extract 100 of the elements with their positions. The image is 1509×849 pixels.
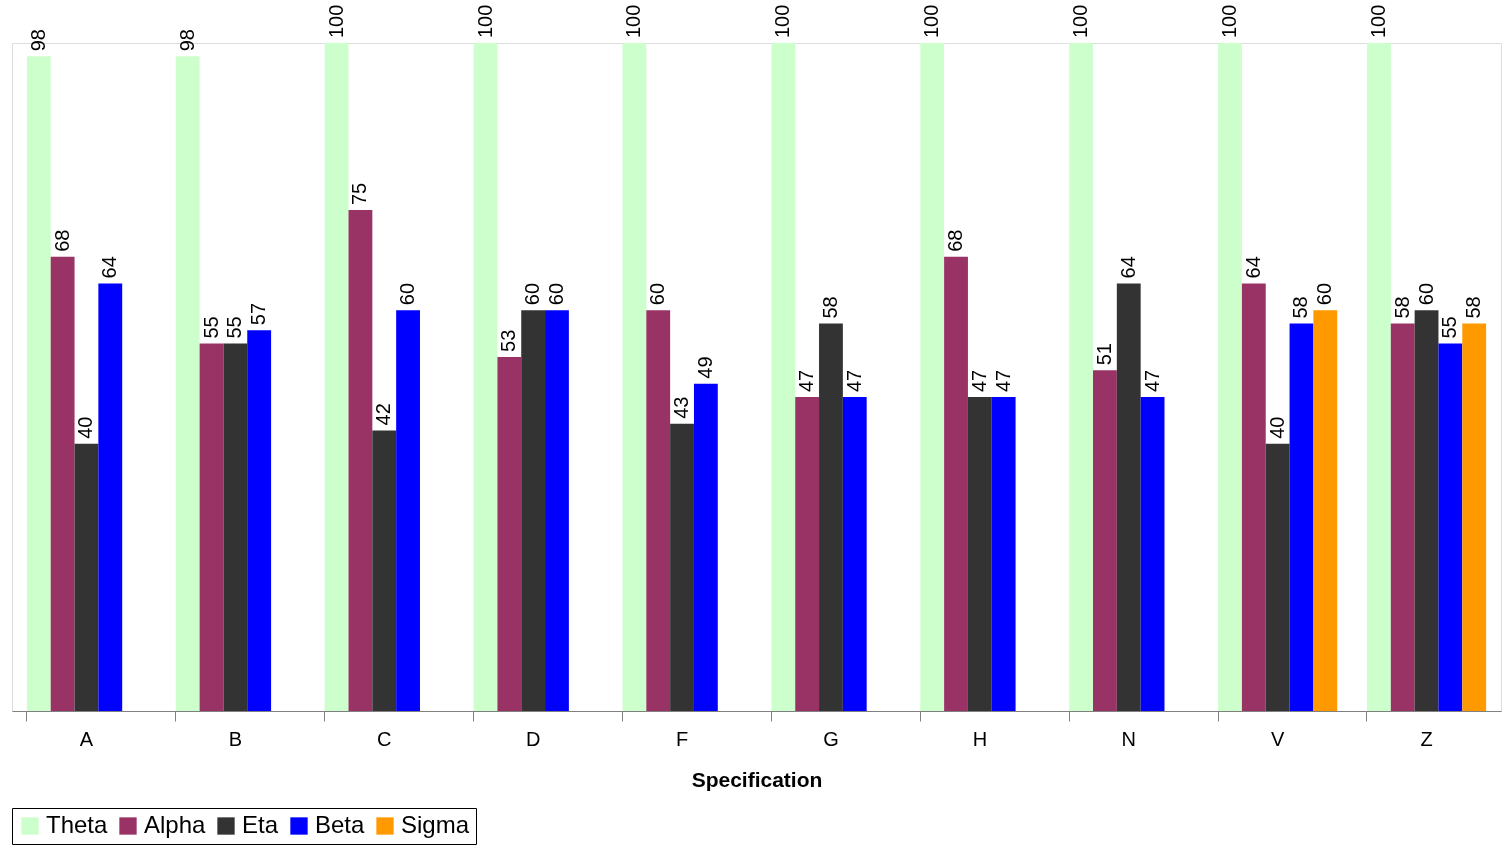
data-label: 53 <box>497 329 520 352</box>
bar <box>26 56 51 711</box>
data-label: 75 <box>348 182 371 205</box>
data-label: 68 <box>50 229 73 252</box>
bar <box>324 43 349 711</box>
data-label: 49 <box>693 356 716 379</box>
data-label: 100 <box>920 4 943 38</box>
bar <box>348 210 373 711</box>
bar <box>1366 43 1391 711</box>
bar <box>521 310 546 711</box>
data-label: 57 <box>247 302 270 326</box>
x-tick-label: N <box>1121 727 1136 750</box>
bar <box>1414 310 1439 711</box>
data-label: 40 <box>74 416 97 439</box>
data-label: 47 <box>842 369 865 393</box>
data-label: 47 <box>991 369 1014 393</box>
bar <box>670 423 694 711</box>
bar <box>693 383 718 711</box>
legend-label: Theta <box>46 811 109 838</box>
bar <box>646 310 671 711</box>
bar <box>1093 370 1117 711</box>
data-label: 55 <box>199 316 222 339</box>
data-label: 58 <box>1390 296 1413 319</box>
data-label: 100 <box>324 4 347 38</box>
bar <box>199 343 224 711</box>
bar <box>1313 310 1338 711</box>
data-label: 47 <box>795 369 818 393</box>
bar <box>1390 323 1415 711</box>
data-label: 60 <box>1313 282 1336 306</box>
data-label: 60 <box>521 282 544 306</box>
data-label: 60 <box>646 282 669 306</box>
bar <box>50 256 75 711</box>
data-label: 100 <box>771 4 794 38</box>
data-label: 64 <box>98 256 121 279</box>
bar <box>1116 283 1141 711</box>
data-label: 60 <box>544 282 567 306</box>
data-label: 68 <box>944 229 967 252</box>
x-axis-title: Specification <box>691 767 823 791</box>
x-tick-label: F <box>675 727 689 750</box>
bar <box>1289 323 1314 711</box>
bar <box>74 443 99 711</box>
bar <box>991 397 1016 711</box>
data-label: 58 <box>818 296 841 319</box>
legend-label: Sigma <box>401 811 470 838</box>
data-label: 100 <box>1366 4 1389 38</box>
bar <box>1140 397 1165 711</box>
data-label: 42 <box>372 403 395 426</box>
data-label: 58 <box>1462 296 1485 319</box>
data-label: 100 <box>622 4 645 38</box>
bar <box>1218 43 1242 711</box>
x-tick-label: Z <box>1420 727 1433 750</box>
data-label: 100 <box>1218 4 1240 38</box>
bar <box>842 397 867 711</box>
data-label: 98 <box>175 29 198 52</box>
data-label: 100 <box>473 4 496 38</box>
bar <box>545 310 569 711</box>
bar <box>247 330 272 711</box>
bar <box>920 43 945 711</box>
bar <box>473 43 498 711</box>
data-label: 100 <box>1069 4 1092 38</box>
data-label: 40 <box>1265 416 1288 439</box>
legend-label: Beta <box>315 811 366 838</box>
data-label: 64 <box>1116 256 1139 279</box>
data-label: 55 <box>1438 316 1461 339</box>
bar <box>944 256 968 711</box>
data-label: 64 <box>1241 256 1264 279</box>
x-tick-label: V <box>1270 727 1285 750</box>
bar <box>1265 443 1290 711</box>
x-tick-label: H <box>972 727 988 750</box>
bar <box>967 397 992 711</box>
data-label: 51 <box>1092 343 1115 366</box>
x-tick-label: D <box>525 727 541 750</box>
bar <box>396 310 420 711</box>
x-tick-label: C <box>377 727 392 750</box>
bar <box>497 356 522 711</box>
x-tick-label: B <box>228 727 243 750</box>
data-label: 58 <box>1289 296 1312 319</box>
bar <box>223 343 248 711</box>
data-label: 47 <box>967 369 990 393</box>
bar <box>1438 343 1463 711</box>
data-label: 55 <box>223 316 246 339</box>
bar <box>771 43 796 711</box>
x-tick-label: A <box>79 727 94 750</box>
data-label: 47 <box>1140 369 1163 393</box>
data-label: 98 <box>26 29 49 52</box>
bar <box>1241 283 1266 711</box>
bar <box>98 283 123 711</box>
legend-label: Eta <box>242 811 279 838</box>
bar <box>622 43 647 711</box>
bar <box>819 323 843 711</box>
data-label: 60 <box>1414 282 1437 306</box>
bar <box>1069 43 1094 711</box>
x-tick-label: G <box>823 727 839 750</box>
data-label: 43 <box>670 396 693 419</box>
bar <box>372 430 397 711</box>
data-label: 60 <box>396 282 419 306</box>
legend-label: Alpha <box>144 811 207 838</box>
bar <box>1462 323 1487 711</box>
bar <box>175 56 200 711</box>
bar <box>795 397 820 711</box>
